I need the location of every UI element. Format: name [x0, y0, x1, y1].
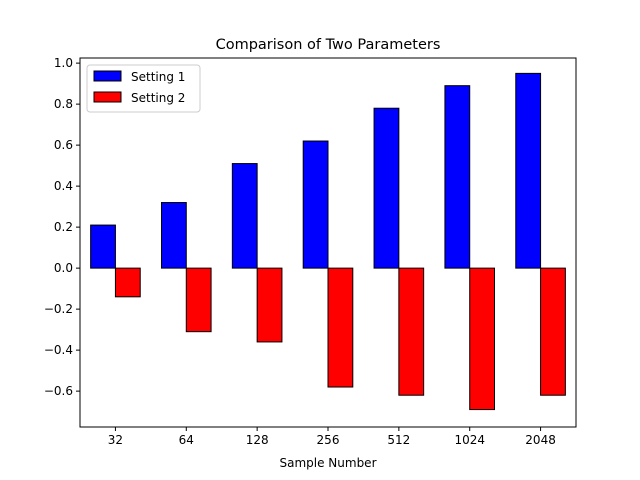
bar-series-1-2048: [515, 72, 542, 269]
legend-swatch-1: [93, 70, 122, 82]
x-tick-label: 256: [317, 433, 340, 447]
x-tick-label: 64: [179, 433, 194, 447]
bar-series-1-128: [231, 163, 258, 269]
y-tick-label: 0.2: [54, 220, 73, 234]
y-tick-label: 0.0: [54, 261, 73, 275]
bar-series-1-256: [302, 140, 329, 269]
x-tick-label: 32: [108, 433, 123, 447]
legend-swatch-2: [93, 91, 122, 103]
y-tick-label: 0.4: [54, 179, 73, 193]
bar-series-1-32: [90, 224, 116, 269]
bar-series-2-64: [185, 267, 212, 333]
legend-label-2: Setting 2: [131, 91, 185, 105]
bar-series-2-256: [327, 267, 354, 388]
x-tick-label: 1024: [454, 433, 485, 447]
y-tick-label: −0.4: [44, 343, 73, 357]
bar-series-1-64: [160, 202, 187, 269]
bar-series-2-128: [256, 267, 283, 343]
x-tick-label: 128: [246, 433, 269, 447]
plot-area: 32 64 128 256 512 1024 2048 −0.6 −0.4 −0.2 0.0 0.2 0…: [44, 56, 577, 447]
y-tick-label: 0.8: [54, 97, 73, 111]
x-axis-label: Sample Number: [279, 456, 376, 470]
y-tick-label: 0.6: [54, 138, 73, 152]
legend-label-1: Setting 1: [131, 70, 185, 84]
y-tick-label: −0.6: [44, 384, 73, 398]
y-tick-label: −0.2: [44, 302, 73, 316]
bar-series-2-2048: [540, 267, 566, 396]
x-tick-label: 512: [387, 433, 410, 447]
bar-series-1-512: [373, 107, 400, 269]
bar-series-2-512: [398, 267, 425, 396]
bar-series-2-32: [114, 267, 141, 298]
x-tick-label: 2048: [525, 433, 556, 447]
chart-title: Comparison of Two Parameters: [216, 37, 441, 53]
y-tick-label: 1.0: [54, 56, 73, 70]
bar-series-2-1024: [469, 267, 496, 411]
bar-series-1-1024: [444, 85, 471, 269]
